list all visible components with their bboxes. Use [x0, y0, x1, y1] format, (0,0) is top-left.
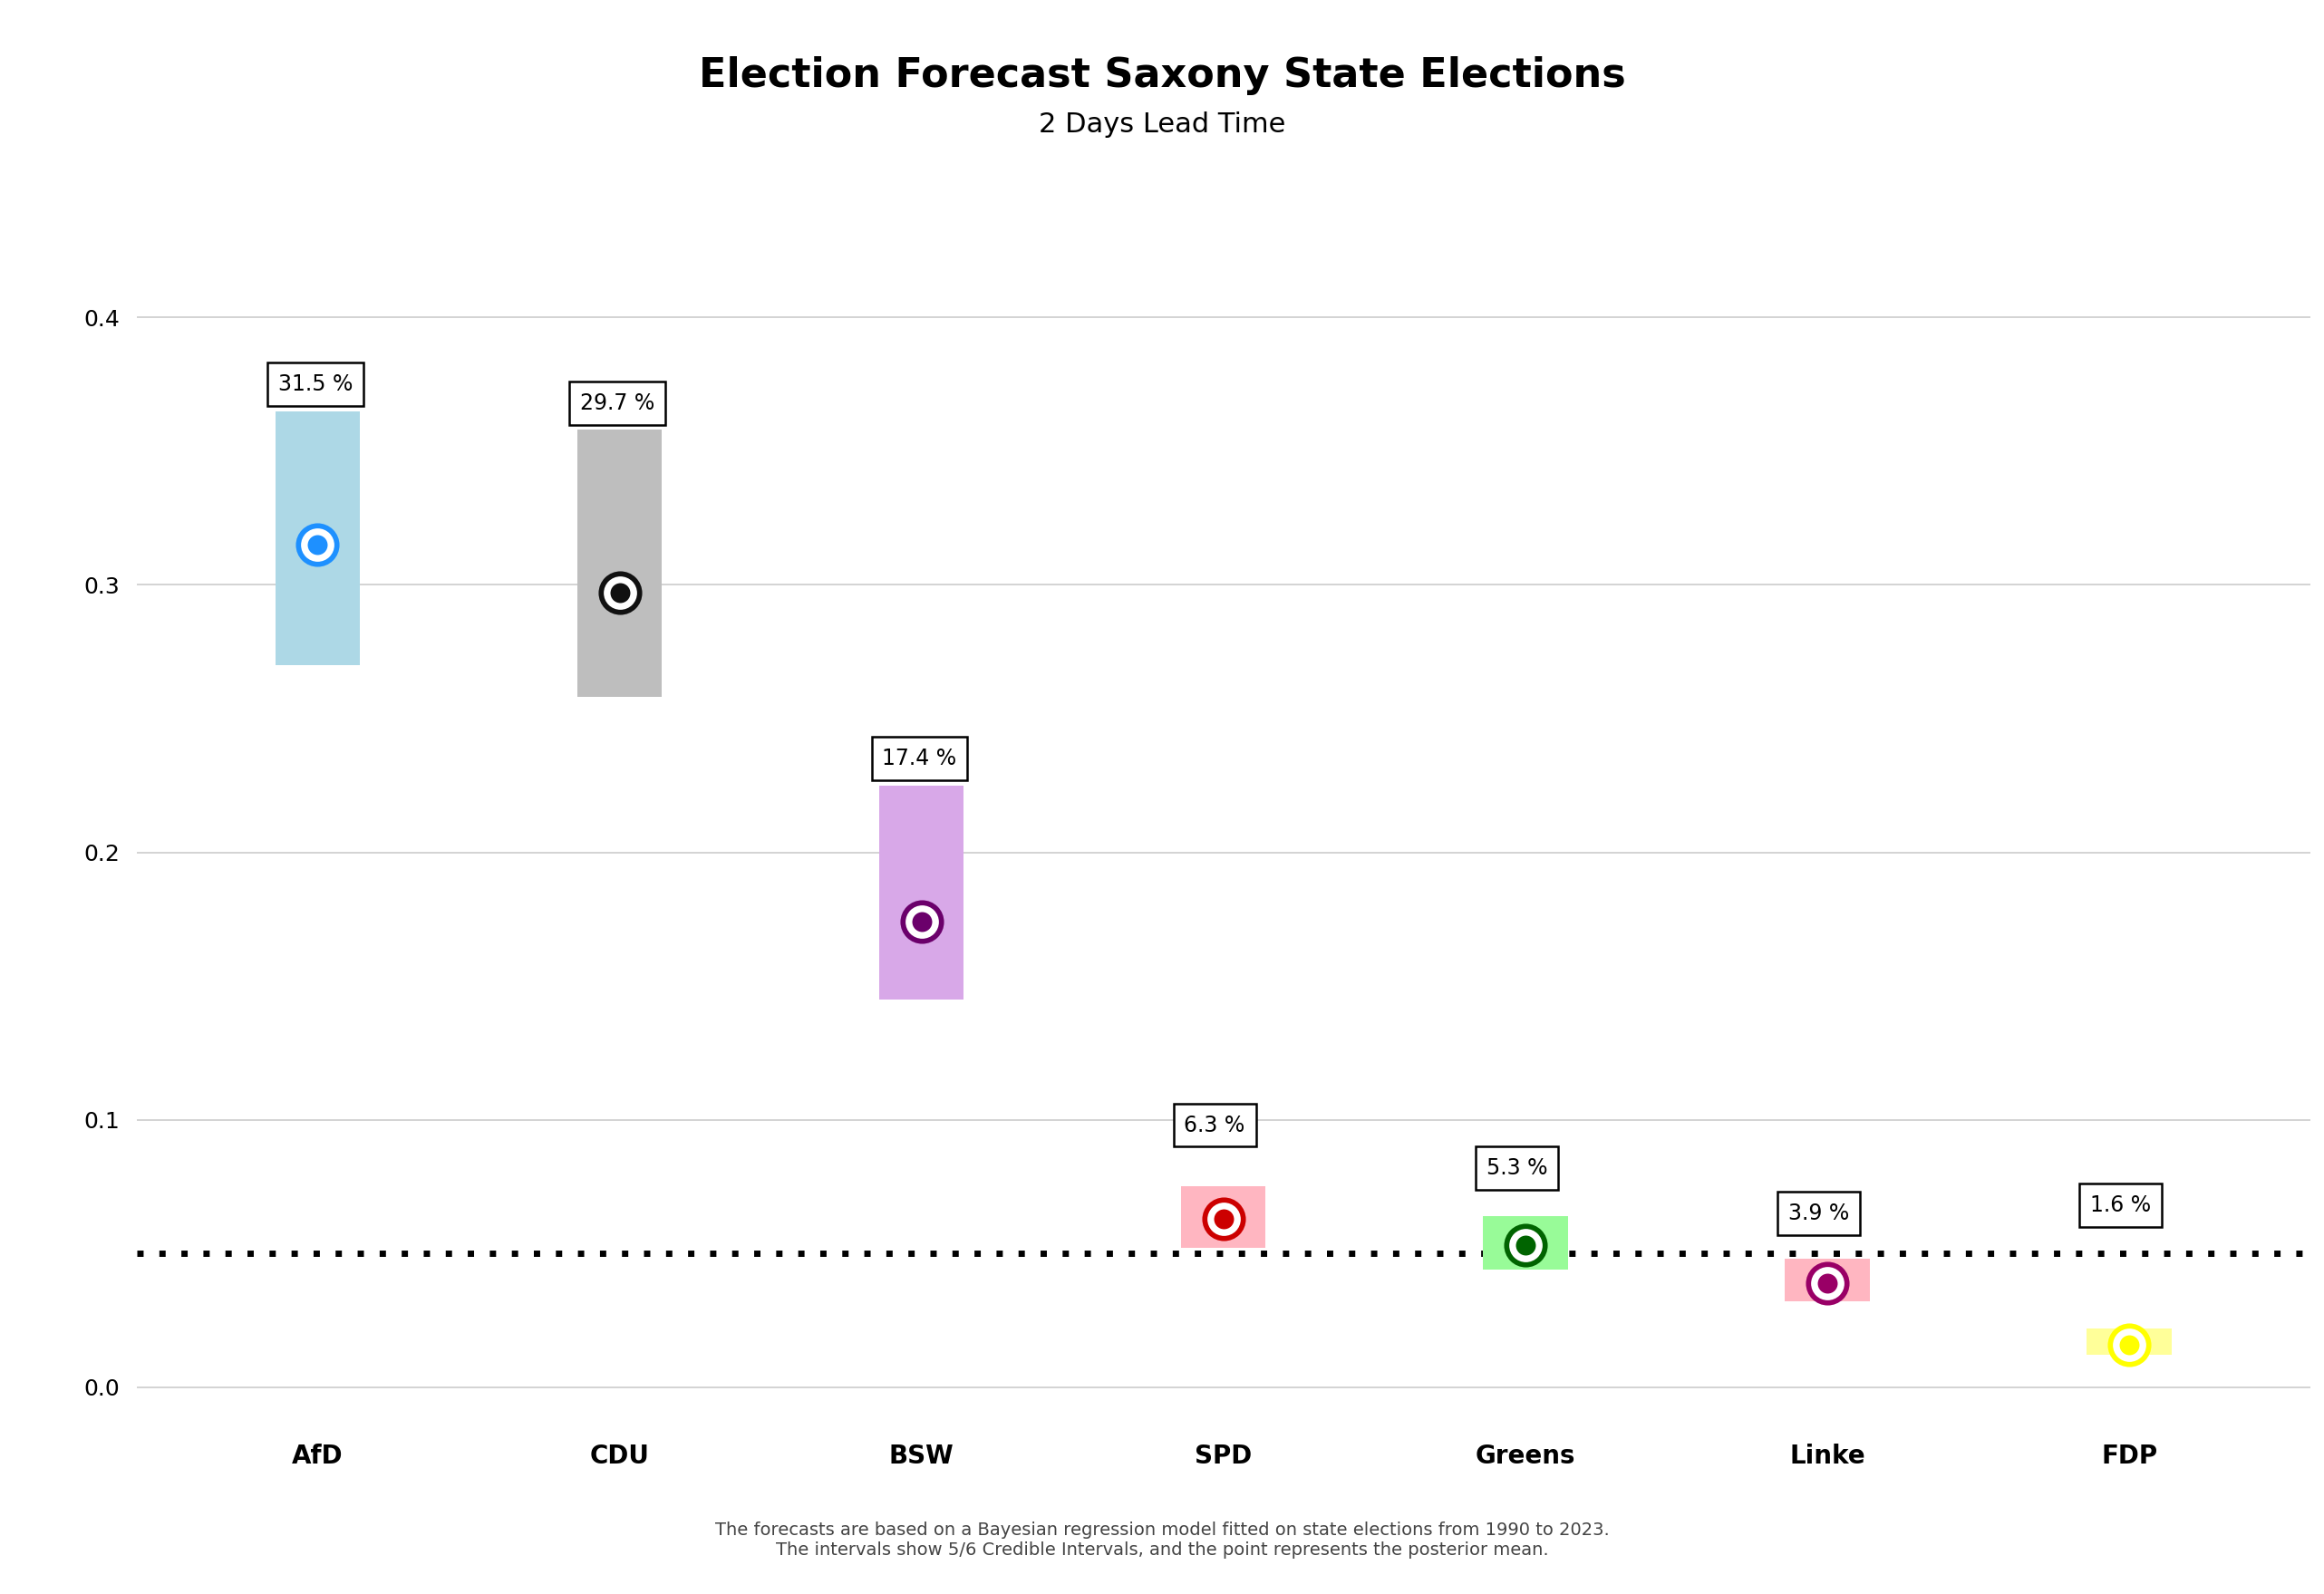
Point — [300, 532, 337, 558]
Bar — [1181, 1186, 1267, 1248]
Point — [1204, 1207, 1241, 1232]
Point — [602, 580, 639, 606]
Point — [904, 909, 941, 934]
Bar — [1483, 1216, 1569, 1269]
Text: 31.5 %: 31.5 % — [279, 373, 353, 395]
Point — [904, 909, 941, 934]
Bar — [1785, 1259, 1868, 1302]
Text: The forecasts are based on a Bayesian regression model fitted on state elections: The forecasts are based on a Bayesian re… — [716, 1522, 1608, 1559]
Bar — [274, 411, 360, 665]
Point — [602, 580, 639, 606]
Point — [2110, 1331, 2147, 1356]
Point — [1506, 1232, 1543, 1258]
Text: Election Forecast Saxony State Elections: Election Forecast Saxony State Elections — [700, 56, 1624, 94]
Point — [602, 580, 639, 606]
Point — [300, 532, 337, 558]
Bar — [878, 786, 964, 999]
Bar — [2087, 1328, 2171, 1355]
Point — [1204, 1207, 1241, 1232]
Point — [1808, 1270, 1845, 1296]
Point — [1506, 1232, 1543, 1258]
Text: 2 Days Lead Time: 2 Days Lead Time — [1039, 112, 1285, 137]
Point — [300, 532, 337, 558]
Point — [2110, 1331, 2147, 1356]
Text: 6.3 %: 6.3 % — [1185, 1114, 1246, 1137]
Text: 29.7 %: 29.7 % — [581, 392, 655, 414]
Bar — [576, 430, 662, 697]
Point — [1506, 1232, 1543, 1258]
Text: 1.6 %: 1.6 % — [2089, 1194, 2150, 1216]
Text: 17.4 %: 17.4 % — [883, 748, 957, 770]
Point — [1808, 1270, 1845, 1296]
Text: 3.9 %: 3.9 % — [1787, 1202, 1850, 1224]
Point — [1808, 1270, 1845, 1296]
Text: 5.3 %: 5.3 % — [1485, 1157, 1548, 1178]
Point — [2110, 1331, 2147, 1356]
Point — [1204, 1207, 1241, 1232]
Point — [904, 909, 941, 934]
